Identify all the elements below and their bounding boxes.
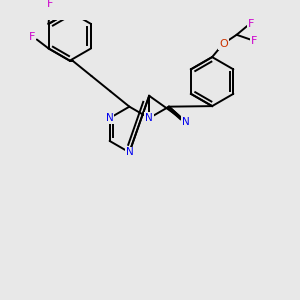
Text: N: N: [145, 113, 153, 123]
Text: F: F: [251, 36, 257, 46]
Text: F: F: [248, 19, 254, 29]
Text: N: N: [106, 113, 113, 123]
Text: O: O: [219, 39, 228, 49]
Text: N: N: [125, 147, 133, 157]
Text: N: N: [182, 117, 190, 127]
Text: F: F: [47, 0, 53, 9]
Text: F: F: [28, 32, 35, 42]
